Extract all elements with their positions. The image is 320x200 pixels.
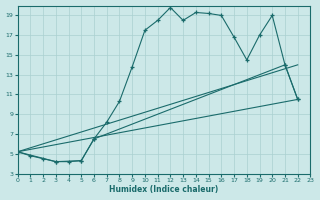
X-axis label: Humidex (Indice chaleur): Humidex (Indice chaleur) [109,185,219,194]
